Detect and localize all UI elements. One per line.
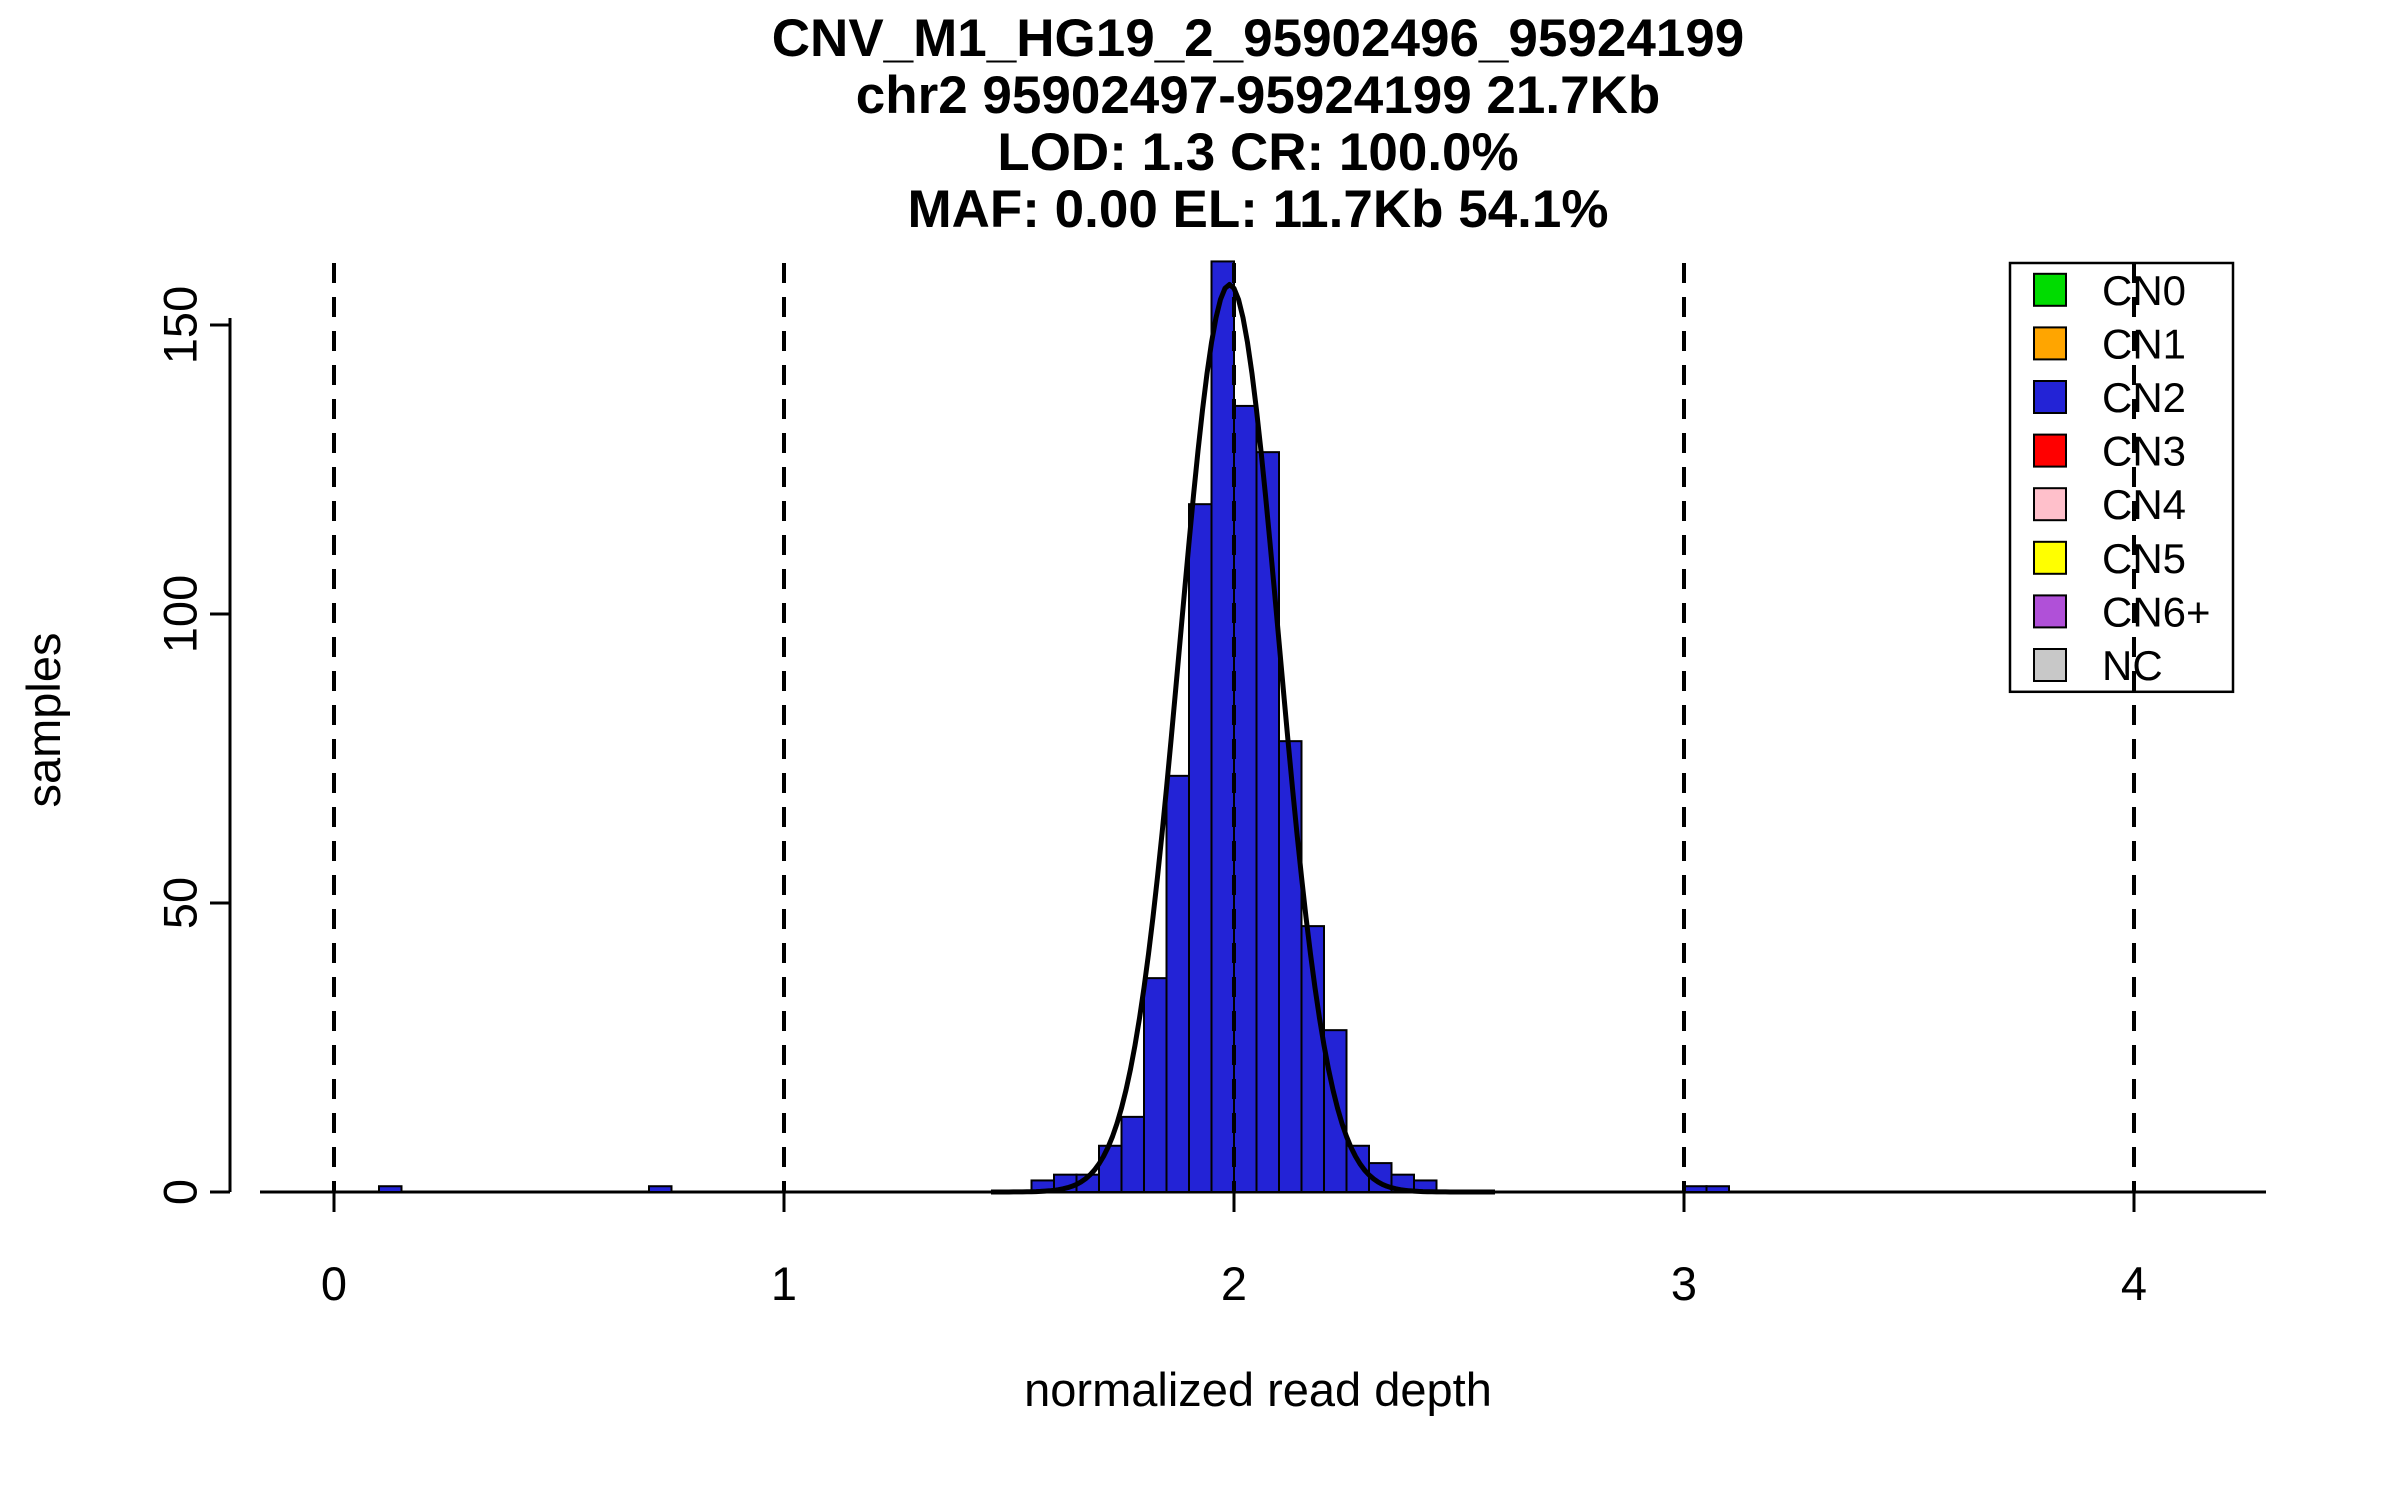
histogram-bar-outlier (1705, 1185, 1730, 1193)
gaussian-fit-curve (991, 282, 1495, 1195)
legend-label-cn1: CN1 (2102, 320, 2186, 367)
legend-swatch-cn6plus (2033, 594, 2067, 629)
chart-subtitle-maf-el: MAF: 0.00 EL: 11.7Kb 54.1% (907, 180, 1609, 239)
legend-swatch-cn4 (2033, 487, 2067, 522)
histogram-bar (1098, 1144, 1123, 1194)
y-tick-label: 50 (154, 877, 207, 929)
x-axis-label: normalized read depth (1024, 1363, 1492, 1416)
x-tick-label: 0 (321, 1257, 347, 1310)
chart-subtitle-region: chr2 95902497-95924199 21.7Kb (855, 66, 1661, 125)
x-tick-label: 3 (1671, 1257, 1697, 1310)
legend-swatch-cn0 (2033, 272, 2067, 307)
chart-subtitle-lod-cr: LOD: 1.3 CR: 100.0% (997, 123, 1519, 182)
y-tick-label: 150 (154, 286, 207, 364)
x-tick-label: 1 (771, 1257, 797, 1310)
x-tick-label: 4 (2121, 1257, 2147, 1310)
legend-swatch-cn3 (2033, 433, 2067, 468)
legend-label-cn3: CN3 (2102, 428, 2186, 475)
y-tick-label: 0 (154, 1179, 207, 1205)
histogram-bar (1188, 503, 1213, 1193)
legend-label-cn0: CN0 (2102, 267, 2186, 314)
histogram-bar (1210, 260, 1235, 1194)
histogram-bar (1233, 404, 1258, 1194)
histogram-bar-outlier (648, 1185, 673, 1193)
histogram-bar (1255, 451, 1280, 1194)
histogram-bar (1165, 774, 1190, 1194)
legend-swatch-nc (2033, 648, 2067, 682)
legend-swatch-cn5 (2033, 540, 2067, 575)
histogram-bar (1120, 1115, 1145, 1193)
legend-swatch-cn2 (2033, 380, 2067, 414)
legend-label-cn5: CN5 (2102, 535, 2186, 582)
legend-label-cn6plus: CN6+ (2102, 588, 2211, 635)
chart-title: CNV_M1_HG19_2_95902496_95924199 (771, 9, 1745, 68)
x-tick-label: 2 (1221, 1257, 1247, 1310)
y-tick-label: 100 (154, 575, 207, 653)
histogram-bar (1278, 740, 1303, 1193)
histogram-bar (1143, 977, 1168, 1194)
histogram-bar-outlier (1683, 1185, 1708, 1193)
y-axis-label: samples (17, 632, 70, 808)
legend-swatch-cn1 (2033, 326, 2067, 361)
chart-title-block: CNV_M1_HG19_2_95902496_95924199 chr2 959… (58, 10, 2400, 238)
legend-label-cn4: CN4 (2102, 481, 2186, 528)
histogram-bar-outlier (378, 1185, 403, 1193)
legend-label-cn2: CN2 (2102, 374, 2186, 421)
